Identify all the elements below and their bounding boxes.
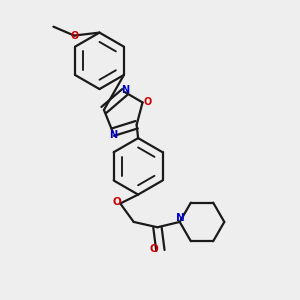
Text: N: N (109, 130, 117, 140)
Text: O: O (112, 197, 121, 207)
Text: N: N (176, 213, 185, 224)
Text: O: O (143, 98, 152, 107)
Text: O: O (149, 244, 158, 254)
Text: O: O (70, 31, 78, 40)
Text: N: N (121, 85, 129, 95)
